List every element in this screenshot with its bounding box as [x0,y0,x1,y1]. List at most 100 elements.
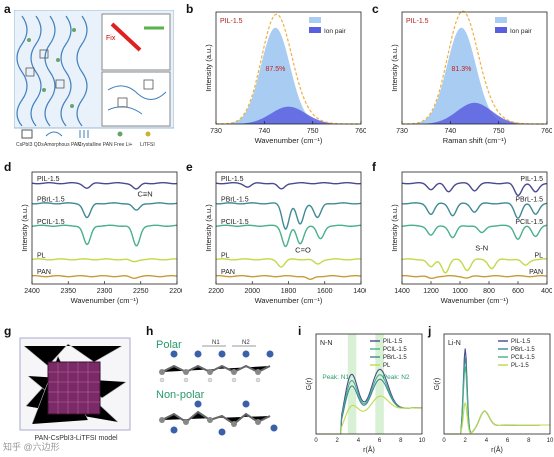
chart-j-legend-label: PL-1.5 [511,363,529,369]
chart-f-series-line [401,258,548,274]
chart-j-xtick-label: 4 [485,438,489,444]
chart-e-series-label: PIL-1.5 [221,176,244,183]
chart-j-legend-label: PBrL-1.5 [511,347,535,353]
chart-b-xtick-label: 740 [258,128,270,135]
panel-label-b: b [186,2,194,16]
chart-f-xtick-label: 600 [512,288,524,295]
chart-f-ylabel: Intensity (a.u.) [390,204,399,252]
chart-i-series-line [316,374,423,435]
chart-b-legend-pair: Ion pair [324,28,347,35]
chart-i-xtick-label: 4 [357,438,361,444]
chart-d-series-line [31,202,178,219]
chart-j-legend-label: PCIL-1.5 [511,355,535,361]
chart-d-frame [31,171,178,285]
chart-f-series-label: PCIL-1.5 [515,219,543,226]
chart-e-series-label: PL [221,252,230,259]
n1-label: N1 [212,340,220,346]
chart-e-xtick-label: 1800 [281,288,297,295]
chart-i-frame [315,333,423,435]
chart-b-frame [215,11,362,125]
chart-e-series-line [215,202,362,230]
chart-d-series-label: PL [37,252,46,259]
panel-label-a: a [4,2,11,16]
legend-crystalline: Crystalline PAN [78,142,113,148]
chart-c-legend-free: Free ions [510,18,538,25]
chart-f-xlabel: Wavenumber (cm⁻¹) [441,296,509,305]
chart-b-title: PIL-1.5 [220,18,243,25]
chart-i-series-line [316,395,423,435]
chart-b-legend-pair-swatch [309,27,321,33]
chart-i-title: N-N [320,340,332,347]
chart-j-series-line [444,366,551,435]
chart-e-xtick-label: 2200 [208,288,224,295]
chart-i-legend-label: PL [383,363,391,369]
chart-b-xtick-label: 750 [307,128,319,135]
chart-c-title: PIL-1.5 [406,18,429,25]
chart-i-band-n1 [347,334,357,434]
chart-c-ylabel: Intensity (a.u.) [390,44,399,92]
chart-c-annotation: 81.3% [452,66,472,73]
schematic-a: Fix CsPbI3 QDs Amorphous PAN Crystalline… [14,10,174,148]
panel-label-g: g [4,324,12,338]
chart-d-series-label: PAN [37,269,51,276]
chart-j-series-line [444,357,551,435]
chart-c-frame [401,11,548,125]
chart-c-sum-line [401,10,548,125]
chart-d-xtick-label: 2250 [133,288,149,295]
chart-i-xtick-label: 8 [399,438,403,444]
chart-e-ylabel: Intensity (a.u.) [204,204,213,252]
panel-label-i: i [298,324,302,338]
chart-c-legend-pair: Ion pair [510,28,533,35]
chart-i: 0 2 4 6 8 10 r(Å) G(r) N-N PIL-1.5 PCIL-1.5 PBrL-1.… [306,333,426,454]
chart-j-ylabel: G(r) [434,378,441,390]
chart-b-xlabel: Wavenumber (cm⁻¹) [255,136,323,145]
chart-d-series-line [31,224,178,247]
legend-amorphous: Amorphous PAN [44,142,81,148]
chart-d-ylabel: Intensity (a.u.) [20,204,29,252]
chart-i-xtick-label: 10 [419,438,426,444]
panel-label-d: d [4,160,12,174]
chart-f-series-line [401,202,548,220]
chart-d-xlabel: Wavenumber (cm⁻¹) [71,296,139,305]
chart-f-xtick-label: 1200 [423,288,439,295]
panel-label-h: h [146,324,154,338]
panel-label-f: f [372,160,376,174]
chart-c-xtick-label: 760 [541,128,552,135]
nonpolar-label: Non-polar [156,389,205,401]
chart-f: PIL-1.5 PBrL-1.5 PCIL-1.5 PL PAN 1400 1200 1000… [390,171,552,305]
chart-i-band-n2 [375,334,384,434]
chart-i-legend-label: PBrL-1.5 [383,355,407,361]
chart-d-series-label: PCIL-1.5 [37,219,65,226]
chart-f-frame [401,171,548,285]
chart-f-series-label: PAN [529,269,543,276]
fix-label: Fix [106,35,116,42]
chart-d-annotation: C≡N [137,190,152,199]
chart-b: 730 740 750 760 Wavenumber (cm⁻¹) Intensity (… [204,11,366,145]
chart-c-xtick-label: 740 [444,128,456,135]
chart-e-series-line [215,274,362,280]
chart-f-xtick-label: 1400 [394,288,410,295]
chart-e-xtick-label: 1400 [353,288,366,295]
n2-label: N2 [242,340,250,346]
md-model-g: PAN-CsPbI3-LiTFSI model [19,337,131,442]
chart-j-legend-label: PIL-1.5 [511,339,531,345]
chart-i-ylabel: G(r) [306,378,313,390]
chart-d-xtick-label: 2400 [24,288,40,295]
model-caption: PAN-CsPbI3-LiTFSI model [34,435,118,442]
chart-j: 0 2 4 6 8 10 r(Å) G(r) Li-N PIL-1.5 PBrL-1.5 PCIL-1… [434,333,554,454]
chart-j-xtick-label: 2 [464,438,468,444]
watermark: 知乎 @六边形 [3,442,60,452]
chart-f-xtick-label: 400 [541,288,552,295]
chart-c-legend-free-swatch [495,17,507,23]
legend-qds: CsPbI3 QDs [16,142,44,148]
panel-label-c: c [372,2,379,16]
panel-label-j: j [428,324,432,338]
chart-f-series-label: PL [534,252,543,259]
chart-c-ion-pair-area [402,102,547,124]
chart-i-legend-label: PCIL-1.5 [383,347,407,353]
chart-b-xtick-label: 730 [210,128,222,135]
chart-e-series-label: PBrL-1.5 [221,196,249,203]
chart-e-series-line [215,258,362,268]
chart-c-xlabel: Raman shift (cm⁻¹) [443,136,507,145]
chart-f-series-line [401,182,548,197]
